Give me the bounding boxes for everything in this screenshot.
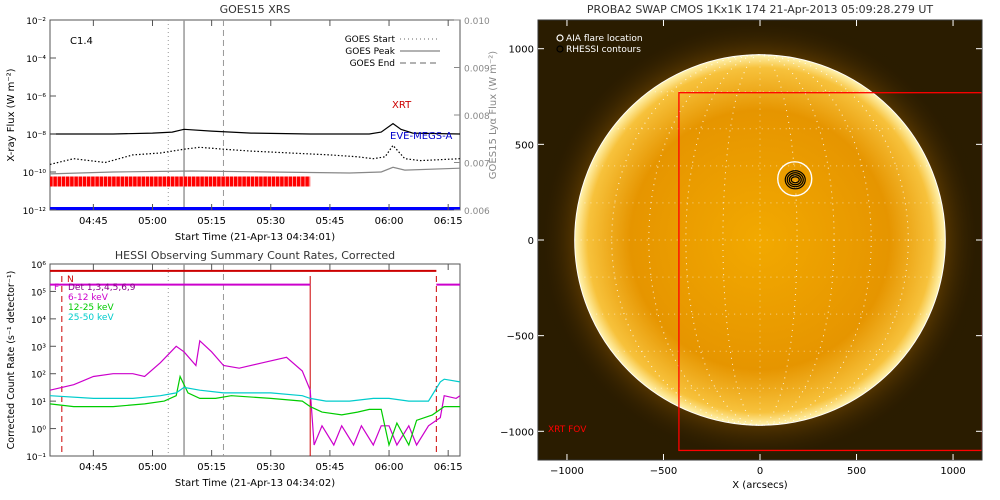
- hessi-x-tick-label: 05:30: [256, 462, 285, 473]
- goes-x-tick-label: 06:15: [434, 216, 463, 227]
- hessi-legend-label: 25-50 keV: [68, 313, 114, 323]
- swap-x-tick-label: −1000: [550, 466, 584, 477]
- goes-coverage-bar: [50, 176, 311, 187]
- heliographic-grid: [574, 54, 946, 426]
- swap-title: PROBA2 SWAP CMOS 1Kx1K 174 21-Apr-2013 0…: [587, 3, 934, 16]
- swap-y-tick-label: −1000: [500, 427, 534, 438]
- swap-legend-marker: [556, 34, 564, 42]
- swap-legend-marker: [556, 45, 564, 53]
- goes-legend-label: GOES Start: [345, 35, 396, 45]
- eve-annotation: EVE-MEGS-A: [390, 131, 453, 142]
- swap-image-panel: PROBA2 SWAP CMOS 1Kx1K 174 21-Apr-2013 0…: [500, 3, 983, 491]
- goes-y2-tick-label: 0.007: [464, 160, 490, 170]
- hessi-x-tick-label: 05:15: [197, 462, 226, 473]
- goes-y-tick-label: 10⁻⁶: [26, 93, 46, 103]
- rhessi-contour-0: [784, 170, 806, 190]
- hessi-x-tick-label: 04:45: [79, 462, 108, 473]
- goes-y2-axis-label: GOES15 Lyα Flux (W m⁻²): [488, 51, 499, 179]
- xrt-fov-label: XRT FOV: [548, 425, 587, 435]
- hessi-series-line-2: [49, 378, 461, 402]
- hessi-x-axis-label: Start Time (21-Apr-13 04:34:02): [175, 478, 335, 489]
- hessi-y-axis-label: Corrected Count Rate (s⁻¹ detector⁻¹): [6, 271, 17, 450]
- swap-x-tick-label: 500: [847, 466, 866, 477]
- swap-x-axis-label: X (arcsecs): [732, 480, 788, 491]
- goes-x-tick-label: 05:45: [315, 216, 344, 227]
- swap-x-tick-label: −500: [650, 466, 677, 477]
- hessi-y-tick-label: 10⁵: [31, 288, 46, 298]
- hessi-series-line-1: [49, 374, 460, 448]
- hessi-legend-label: Det 1,3,4,5,6,9: [68, 283, 136, 293]
- hessi-y-tick-label: 10²: [31, 371, 46, 381]
- goes-y2-tick-label: 0.008: [464, 112, 490, 122]
- swap-x-tick-label: 0: [757, 466, 763, 477]
- solar-limb: [574, 54, 946, 426]
- swap-y-tick-label: −500: [507, 332, 534, 343]
- goes-y2-tick-label: 0.009: [464, 65, 490, 75]
- swap-legend-label: RHESSI contours: [566, 45, 641, 55]
- solar-disk: [574, 54, 946, 426]
- goes-y-tick-label: 10⁻⁸: [26, 131, 46, 141]
- goes-xrs-panel: GOES15 XRS 04:45 05:00 05:15 05:30 05:45 06:0…: [6, 3, 499, 243]
- hessi-legend-label: 12-25 keV: [68, 303, 114, 313]
- rhessi-contour-3: [790, 176, 800, 184]
- hessi-y-tick-label: 10³: [31, 343, 46, 353]
- goes-x-tick-label: 04:45: [79, 216, 108, 227]
- goes-legend: GOES Start GOES Peak GOES End: [345, 35, 440, 69]
- swap-y-tick-label: 500: [515, 140, 534, 151]
- grid-longitude-line: [648, 54, 872, 426]
- goes-y2-tick-label: 0.010: [464, 17, 490, 27]
- hessi-x-tick-label: 06:15: [434, 462, 463, 473]
- goes-flare-class: C1.4: [70, 36, 93, 47]
- hessi-y-tick-label: 10⁰: [31, 426, 46, 436]
- goes-x-axis-label: Start Time (21-Apr-13 04:34:01): [175, 232, 335, 243]
- swap-y-tick-label: 0: [528, 236, 534, 247]
- hessi-series-line-0: [49, 339, 461, 447]
- goes-y-tick-label: 10⁻¹⁰: [23, 169, 47, 179]
- goes-x-tick-label: 05:00: [138, 216, 167, 227]
- hessi-y-tick-label: 10¹: [31, 398, 46, 408]
- goes-y-tick-label: 10⁻²: [26, 17, 46, 27]
- hessi-panel: HESSI Observing Summary Count Rates, Cor…: [6, 249, 463, 489]
- aia-flare-circle: [777, 161, 813, 197]
- goes-y2-tick-label: 0.006: [464, 207, 490, 217]
- goes-legend-label: GOES End: [350, 59, 395, 69]
- goes-series-line-1: [49, 144, 461, 165]
- swap-legend-label: AIA flare location: [566, 34, 643, 44]
- goes-legend-label: GOES Peak: [345, 47, 395, 57]
- swap-x-tick-label: 1000: [940, 466, 965, 477]
- hessi-state-f: F: [54, 283, 59, 293]
- goes-y-tick-label: 10⁻¹²: [23, 207, 47, 217]
- goes-y-tick-label: 10⁻⁴: [26, 55, 46, 65]
- hessi-x-tick-label: 05:00: [138, 462, 167, 473]
- hessi-y-tick-label: 10⁻¹: [26, 453, 46, 463]
- goes-x-tick-label: 06:00: [375, 216, 404, 227]
- rhessi-contour-1: [786, 172, 804, 188]
- hessi-state-n: N: [67, 275, 74, 285]
- xrt-annotation: XRT: [392, 100, 412, 111]
- goes-series-line-2: [49, 166, 461, 175]
- grid-longitude-line: [611, 54, 909, 426]
- hessi-x-tick-label: 05:45: [315, 462, 344, 473]
- hessi-legend-label: 6-12 keV: [68, 293, 109, 303]
- xrt-fov-box: [678, 92, 982, 452]
- goes-x-tick-label: 05:15: [197, 216, 226, 227]
- goes-x-tick-label: 05:30: [256, 216, 285, 227]
- hessi-plot-frame: [49, 263, 461, 457]
- goes-series-line-0: [50, 122, 461, 135]
- swap-y-tick-label: 1000: [509, 45, 534, 56]
- goes-y-axis-label: X-ray Flux (W m⁻²): [6, 68, 17, 161]
- hessi-x-tick-label: 06:00: [375, 462, 404, 473]
- rhessi-contour-2: [788, 174, 802, 186]
- grid-longitude-line: [685, 54, 835, 426]
- hessi-title: HESSI Observing Summary Count Rates, Cor…: [115, 249, 395, 262]
- hessi-y-tick-label: 10⁴: [31, 316, 46, 326]
- grid-longitude-line: [722, 54, 798, 426]
- goes-title: GOES15 XRS: [220, 3, 291, 16]
- hessi-y-tick-label: 10⁶: [31, 261, 46, 271]
